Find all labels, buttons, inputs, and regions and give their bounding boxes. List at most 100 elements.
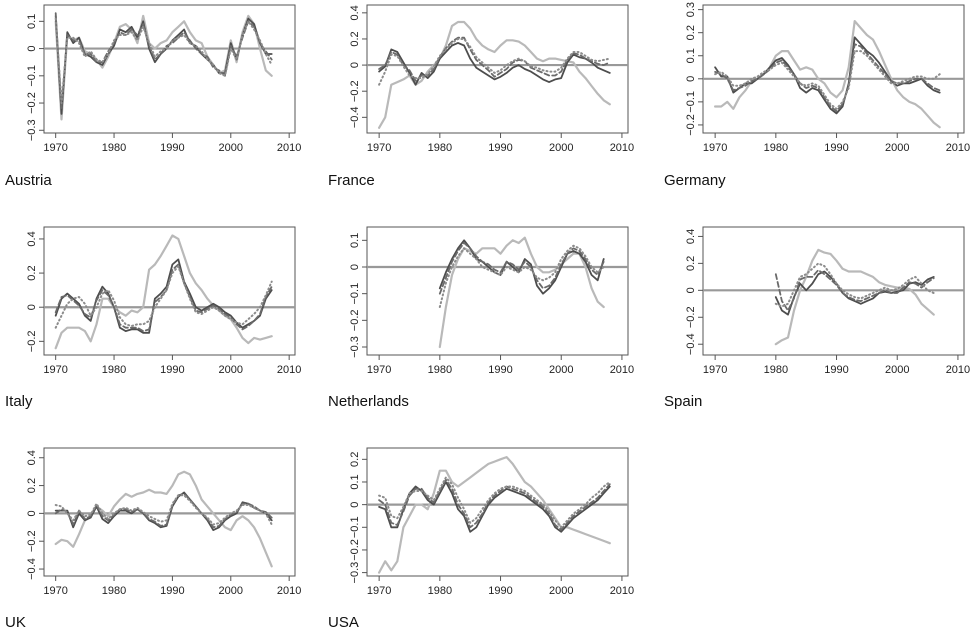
panel-title: Italy (5, 393, 33, 410)
panel-uk: 1970 1980 1990 2000 2010 −0.4 −0.2 0 0.2 0.4 UK (5, 447, 301, 631)
x-tick-label: 2000 (219, 142, 243, 154)
y-tick-label: 0.1 (349, 474, 361, 489)
x-tick-label: 1970 (367, 364, 391, 376)
y-tick-label: 0.1 (685, 48, 697, 63)
series-line-dark-solid (54, 15, 273, 115)
y-tick-label: 0.2 (26, 478, 38, 493)
x-tick-label: 1990 (824, 364, 848, 376)
series-line-dark-dashed (54, 263, 273, 332)
y-tick-label: 0 (349, 62, 361, 68)
panel-usa: 1970 1980 1990 2000 2010 −0.3−0.2−0.1 0 0.1 0.2 U… (328, 447, 634, 631)
plot-frame (702, 4, 965, 134)
y-tick-label: 0.1 (26, 14, 38, 29)
y-tick-label: 0.2 (685, 256, 697, 271)
x-tick-label: 2010 (946, 364, 970, 376)
y-tick-label: −0.1 (349, 516, 361, 538)
y-tick-label: −0.2 (349, 309, 361, 331)
series-line-light-solid (54, 14, 273, 121)
y-tick-label: 0.4 (26, 231, 38, 246)
panel-title: UK (5, 614, 26, 631)
y-tick-label: 0.3 (685, 2, 697, 17)
x-tick-label: 2010 (277, 142, 301, 154)
y-tick-label: −0.2 (349, 539, 361, 561)
series-line-dark-dashed (714, 43, 941, 112)
y-tick-label: 0.4 (26, 450, 38, 465)
plot-frame (43, 4, 296, 134)
x-tick-label: 1970 (367, 142, 391, 154)
series-line-dark-dashed (54, 493, 273, 529)
x-tick-label: 1970 (703, 364, 727, 376)
panel-netherlands: 1970 1980 1990 2000 2010 −0.3 −0.2 −0.1 0 0.1 Neth… (328, 226, 634, 410)
series-line-dotted (378, 38, 611, 86)
x-tick-label: 2000 (219, 585, 243, 597)
y-tick-label: 0.1 (349, 233, 361, 248)
panel-title: Germany (664, 172, 726, 189)
series-line-dark-dashed (774, 269, 935, 312)
series-line-dotted (378, 476, 611, 529)
y-tick-label: 0 (685, 287, 697, 293)
series-line-light-solid (378, 456, 611, 574)
y-tick-label: 0.2 (349, 452, 361, 467)
series-line-dotted (438, 244, 605, 308)
y-tick-label: −0.1 (349, 283, 361, 305)
series-line-dark-dashed (378, 36, 611, 82)
y-tick-label: −0.4 (685, 333, 697, 355)
x-tick-label: 1980 (102, 142, 126, 154)
series-line-dotted (774, 262, 935, 308)
series-line-dark-solid (378, 42, 611, 86)
y-tick-label: −0.2 (26, 530, 38, 552)
x-tick-label: 1970 (43, 364, 67, 376)
x-tick-label: 1990 (160, 142, 184, 154)
series-line-light-solid (714, 20, 941, 129)
x-tick-label: 1990 (488, 364, 512, 376)
x-tick-label: 2000 (549, 585, 573, 597)
panel-austria: 1970 1980 1990 2000 2010 −0.3 −0.2 −0.1 0 0.1 Aust… (5, 4, 301, 189)
y-tick-label: 0.4 (349, 5, 361, 20)
series-line-dotted (54, 265, 273, 329)
y-tick-label: −0.3 (349, 562, 361, 584)
series-line-dark-dashed (54, 12, 273, 110)
x-tick-label: 1980 (102, 585, 126, 597)
y-tick-label: 0 (26, 304, 38, 310)
x-tick-label: 1990 (824, 142, 848, 154)
y-tick-label: −0.1 (685, 91, 697, 113)
y-tick-label: −0.4 (349, 106, 361, 128)
y-tick-label: −0.3 (26, 119, 38, 141)
x-tick-label: 1990 (160, 585, 184, 597)
y-tick-label: 0 (685, 76, 697, 82)
panel-title: Netherlands (328, 393, 409, 410)
x-tick-label: 2000 (549, 364, 573, 376)
y-tick-label: −0.1 (26, 65, 38, 87)
x-tick-label: 1970 (43, 585, 67, 597)
series-line-dark-solid (54, 258, 273, 334)
x-tick-label: 1980 (428, 142, 452, 154)
x-tick-label: 2000 (885, 142, 909, 154)
y-tick-label: −0.2 (685, 306, 697, 328)
x-tick-label: 2010 (277, 364, 301, 376)
x-tick-label: 1970 (367, 585, 391, 597)
y-tick-label: 0 (26, 510, 38, 516)
plot-frame (43, 226, 296, 356)
x-tick-label: 2010 (277, 585, 301, 597)
x-tick-label: 2000 (219, 364, 243, 376)
x-tick-label: 1970 (43, 142, 67, 154)
x-tick-label: 1990 (488, 585, 512, 597)
y-tick-label: 0 (349, 264, 361, 270)
x-tick-label: 2010 (946, 142, 970, 154)
y-tick-label: −0.2 (349, 80, 361, 102)
y-tick-label: −0.2 (685, 114, 697, 136)
x-tick-label: 1990 (160, 364, 184, 376)
y-tick-label: −0.2 (26, 330, 38, 352)
panel-title: USA (328, 614, 359, 631)
panel-title: Austria (5, 172, 52, 189)
x-tick-label: 2010 (610, 142, 634, 154)
x-tick-label: 1980 (428, 585, 452, 597)
panel-title: Spain (664, 393, 702, 410)
x-tick-label: 1980 (428, 364, 452, 376)
series-line-light-solid (438, 236, 605, 349)
y-tick-label: 0 (349, 502, 361, 508)
panel-title: France (328, 172, 375, 189)
series-line-dotted (714, 50, 941, 110)
series-line-light-solid (378, 20, 611, 129)
